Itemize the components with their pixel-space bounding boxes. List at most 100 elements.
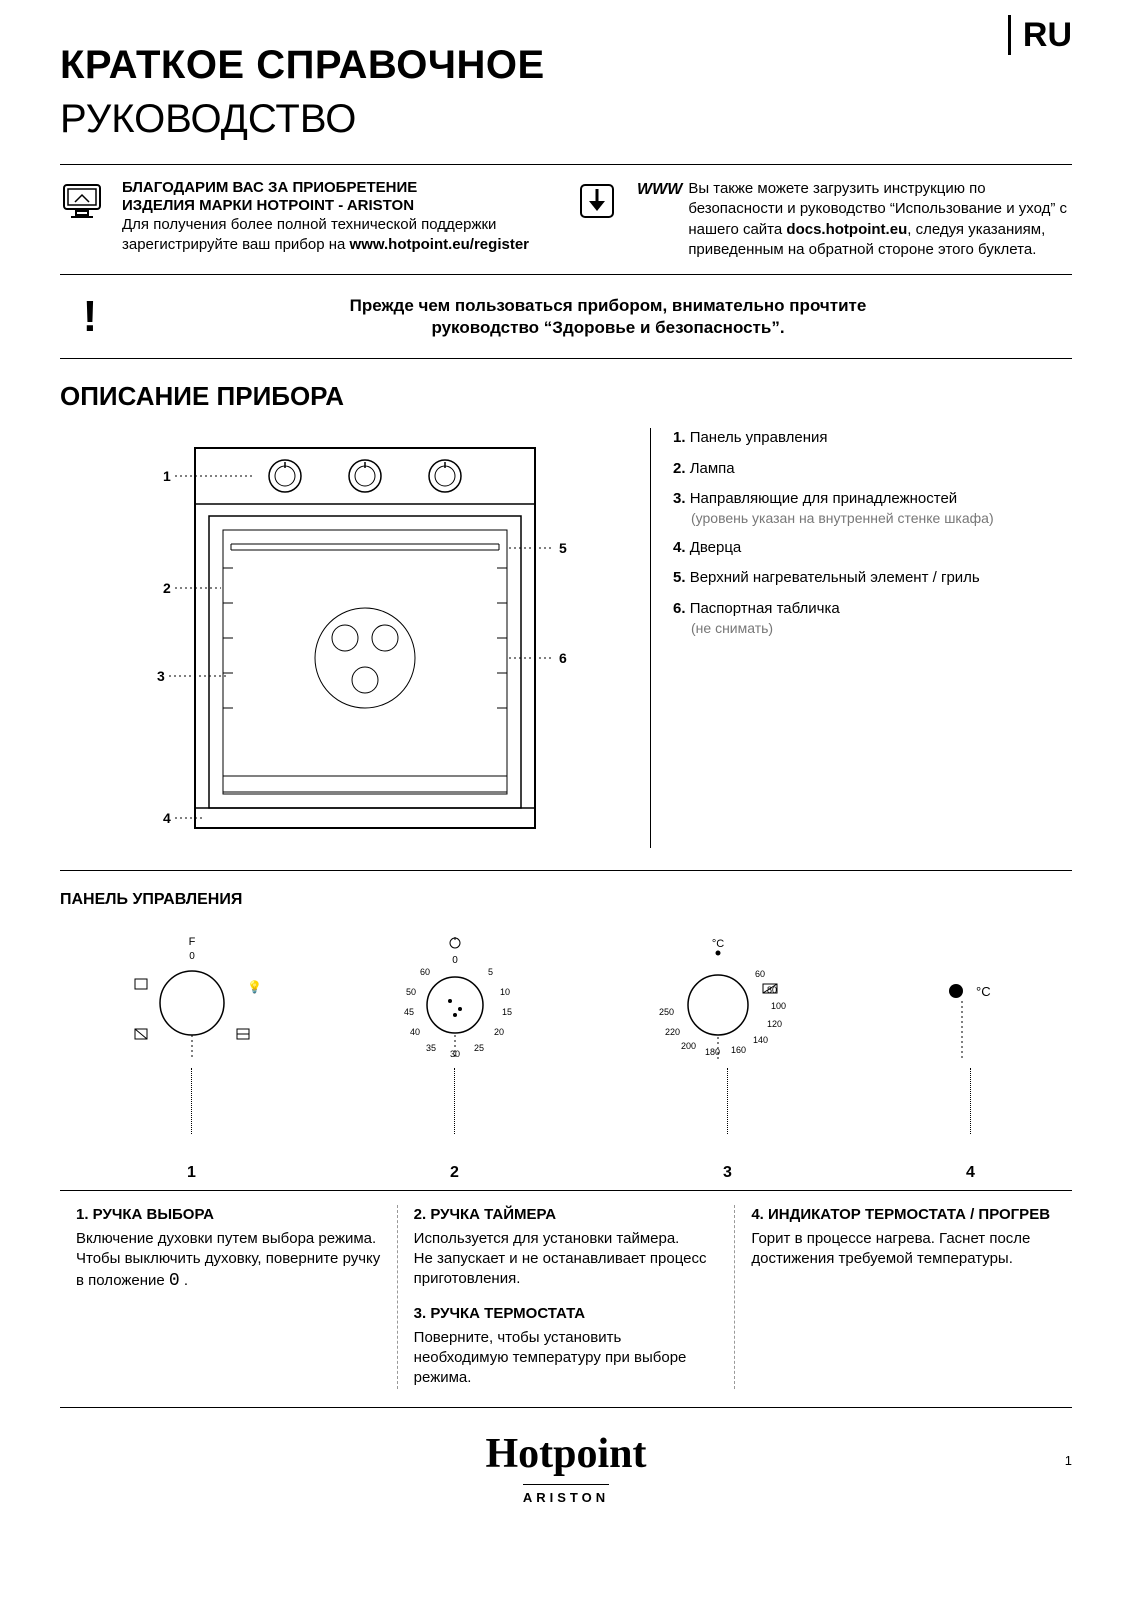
appliance-legend: 1. Панель управления 2. Лампа 3. Направл… xyxy=(650,428,1072,848)
svg-text:5: 5 xyxy=(488,967,493,977)
docs-url: docs.hotpoint.eu xyxy=(786,221,907,238)
doc-title-line1: КРАТКОЕ СПРАВОЧНОЕ xyxy=(60,38,1072,92)
language-tag: RU xyxy=(1008,15,1072,55)
svg-text:250: 250 xyxy=(659,1007,674,1017)
legend-label: Лампа xyxy=(690,460,735,477)
dial-thermostat: °C 60 80 100 120 140 160 180 200 220 250… xyxy=(633,933,823,1183)
ctrl-body: Используется для установки таймера. Не з… xyxy=(414,1229,719,1290)
legend-item-5: 5. Верхний нагревательный элемент / грил… xyxy=(673,568,1072,588)
intro-left-col: БЛАГОДАРИМ ВАС ЗА ПРИОБРЕТЕНИЕ ИЗДЕЛИЯ М… xyxy=(122,179,557,256)
legend-label: Направляющие для принадлежностей xyxy=(690,490,958,507)
svg-text:60: 60 xyxy=(755,969,765,979)
thanks-line2: ИЗДЕЛИЯ МАРКИ HOTPOINT - ARISTON xyxy=(122,197,557,215)
legend-item-4: 4. Дверца xyxy=(673,538,1072,558)
svg-text:3: 3 xyxy=(157,668,165,684)
legend-label: Дверца xyxy=(690,539,742,556)
legend-label: Панель управления xyxy=(690,429,828,446)
dial-number: 1 xyxy=(107,1162,277,1184)
legend-num: 6. xyxy=(673,600,686,617)
svg-text:2: 2 xyxy=(163,580,171,596)
svg-text:°C: °C xyxy=(976,984,991,999)
svg-text:F: F xyxy=(188,936,195,948)
svg-text:°C: °C xyxy=(711,938,723,950)
legend-num: 1. xyxy=(673,429,686,446)
warning-line2: руководство “Здоровье и безопасность”. xyxy=(431,318,784,337)
legend-item-2: 2. Лампа xyxy=(673,459,1072,479)
ctrl-tail: . xyxy=(180,1272,188,1289)
legend-sub: (уровень указан на внутренней стенке шка… xyxy=(673,509,1072,528)
page-footer: Hotpoint ARISTON 1 xyxy=(60,1426,1072,1509)
svg-text:100: 100 xyxy=(771,1001,786,1011)
ctrl-body-text: Включение духовки путем выбора режима. Ч… xyxy=(76,1230,380,1290)
zero-glyph: 0 xyxy=(169,1271,180,1291)
svg-text:140: 140 xyxy=(753,1035,768,1045)
legend-num: 5. xyxy=(673,569,686,586)
thermostat-indicator: °C 4 xyxy=(916,933,1026,1183)
ctrl-title: 2. РУЧКА ТАЙМЕРА xyxy=(414,1205,719,1225)
legend-item-1: 1. Панель управления xyxy=(673,428,1072,448)
legend-label: Паспортная табличка xyxy=(690,600,840,617)
legend-sub: (не снимать) xyxy=(673,619,1072,638)
svg-text:40: 40 xyxy=(410,1027,420,1037)
appliance-row: 1 2 3 4 5 6 1. Панель управления 2. Ламп… xyxy=(60,428,1072,871)
svg-text:6: 6 xyxy=(559,650,567,666)
www-label: WWW xyxy=(637,179,682,201)
svg-text:45: 45 xyxy=(404,1007,414,1017)
download-www-icon xyxy=(575,179,619,223)
warning-box: ! Прежде чем пользоваться прибором, вним… xyxy=(60,274,1072,359)
register-url: www.hotpoint.eu/register xyxy=(350,236,529,253)
monitor-icon xyxy=(60,179,104,223)
dial-number: 3 xyxy=(633,1162,823,1184)
svg-text:5: 5 xyxy=(559,540,567,556)
control-col-3: 4. ИНДИКАТОР ТЕРМОСТАТА / ПРОГРЕВ Горит … xyxy=(734,1205,1072,1389)
control-col-2: 2. РУЧКА ТАЙМЕРА Используется для устано… xyxy=(397,1205,735,1389)
svg-text:20: 20 xyxy=(494,1027,504,1037)
ctrl-title: 3. РУЧКА ТЕРМОСТАТА xyxy=(414,1304,719,1324)
svg-text:200: 200 xyxy=(681,1041,696,1051)
svg-text:120: 120 xyxy=(767,1019,782,1029)
controls-descriptions: 1. РУЧКА ВЫБОРА Включение духовки путем … xyxy=(60,1190,1072,1408)
warning-text: Прежде чем пользоваться прибором, внимат… xyxy=(144,295,1072,339)
dial-number: 4 xyxy=(916,1162,1026,1184)
ctrl-title: 4. ИНДИКАТОР ТЕРМОСТАТА / ПРОГРЕВ xyxy=(751,1205,1056,1225)
svg-text:4: 4 xyxy=(163,810,171,826)
svg-text:10: 10 xyxy=(500,987,510,997)
legend-num: 3. xyxy=(673,490,686,507)
svg-text:35: 35 xyxy=(426,1043,436,1053)
page-number: 1 xyxy=(1065,1452,1072,1470)
control-col-1: 1. РУЧКА ВЫБОРА Включение духовки путем … xyxy=(60,1205,397,1389)
svg-text:160: 160 xyxy=(731,1045,746,1055)
legend-num: 2. xyxy=(673,460,686,477)
svg-text:220: 220 xyxy=(665,1027,680,1037)
ctrl-title: 1. РУЧКА ВЫБОРА xyxy=(76,1205,381,1225)
doc-title-line2: РУКОВОДСТВО xyxy=(60,92,1072,146)
svg-text:💡: 💡 xyxy=(247,980,262,994)
svg-text:0: 0 xyxy=(452,955,458,966)
dial-number: 2 xyxy=(370,1162,540,1184)
svg-text:0: 0 xyxy=(189,951,195,962)
thanks-line1: БЛАГОДАРИМ ВАС ЗА ПРИОБРЕТЕНИЕ xyxy=(122,179,557,197)
warning-line1: Прежде чем пользоваться прибором, внимат… xyxy=(350,296,867,315)
ctrl-body: Включение духовки путем выбора режима. Ч… xyxy=(76,1229,381,1294)
legend-num: 4. xyxy=(673,539,686,556)
svg-text:25: 25 xyxy=(474,1043,484,1053)
ctrl-body: Горит в процессе нагрева. Гаснет после д… xyxy=(751,1229,1056,1270)
intro-row: БЛАГОДАРИМ ВАС ЗА ПРИОБРЕТЕНИЕ ИЗДЕЛИЯ М… xyxy=(60,164,1072,274)
exclamation-icon: ! xyxy=(60,287,120,346)
svg-text:15: 15 xyxy=(502,1007,512,1017)
legend-item-6: 6. Паспортная табличка (не снимать) xyxy=(673,599,1072,638)
svg-text:50: 50 xyxy=(406,987,416,997)
control-panel-heading: ПАНЕЛЬ УПРАВЛЕНИЯ xyxy=(60,889,1072,911)
intro-left-text: Для получения более полной технической п… xyxy=(122,215,557,256)
svg-text:1: 1 xyxy=(163,468,171,484)
brand-logo: Hotpoint xyxy=(60,1426,1072,1483)
dial-timer: 0 5 10 15 20 25 30 35 40 45 50 60 2 xyxy=(370,933,540,1183)
dial-selector: F 0 💡 1 xyxy=(107,933,277,1183)
oven-diagram: 1 2 3 4 5 6 xyxy=(60,428,620,848)
intro-right-text: Вы также можете загрузить инструкцию по … xyxy=(688,179,1072,260)
appliance-heading: ОПИСАНИЕ ПРИБОРА xyxy=(60,379,1072,414)
legend-label: Верхний нагревательный элемент / гриль xyxy=(690,569,980,586)
ctrl-body: Поверните, чтобы установить необходимую … xyxy=(414,1328,719,1389)
dials-row: F 0 💡 1 0 5 10 15 20 25 30 xyxy=(60,923,1072,1189)
legend-item-3: 3. Направляющие для принадлежностей (уро… xyxy=(673,489,1072,528)
